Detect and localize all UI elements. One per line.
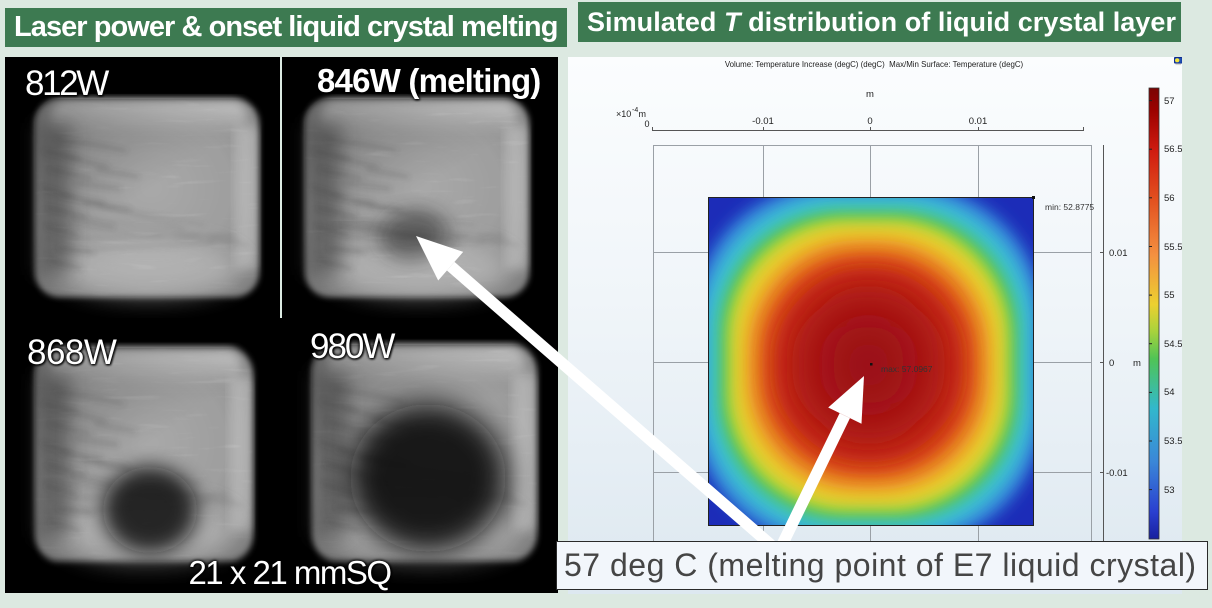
svg-text:54.5: 54.5 [1164, 339, 1182, 350]
svg-text:53: 53 [1164, 485, 1175, 496]
svg-text:max: 57.0967: max: 57.0967 [881, 364, 933, 374]
svg-text:0: 0 [1109, 358, 1114, 369]
svg-text:m: m [639, 109, 647, 119]
svg-text:-0.01: -0.01 [752, 116, 774, 127]
svg-text:Volume: Temperature Increase (: Volume: Temperature Increase (degC) (deg… [725, 60, 1024, 69]
svg-text:0: 0 [645, 119, 650, 129]
svg-text:m: m [1133, 358, 1141, 369]
svg-text:53.5: 53.5 [1164, 436, 1182, 447]
svg-text:0.01: 0.01 [1109, 248, 1128, 259]
svg-text:57: 57 [1164, 96, 1175, 107]
svg-text:m: m [866, 89, 874, 100]
svg-text:56: 56 [1164, 193, 1175, 204]
svg-text:min: 52.8775: min: 52.8775 [1045, 202, 1094, 212]
svg-text:54: 54 [1164, 387, 1175, 398]
svg-text:0: 0 [867, 116, 872, 127]
svg-text:×10: ×10 [616, 109, 631, 119]
svg-text:0.01: 0.01 [969, 116, 988, 127]
svg-text:55.5: 55.5 [1164, 242, 1182, 253]
svg-text:56.5: 56.5 [1164, 144, 1182, 155]
svg-text:55: 55 [1164, 290, 1175, 301]
svg-text:-4: -4 [632, 107, 638, 114]
svg-text:-0.01: -0.01 [1106, 468, 1128, 479]
